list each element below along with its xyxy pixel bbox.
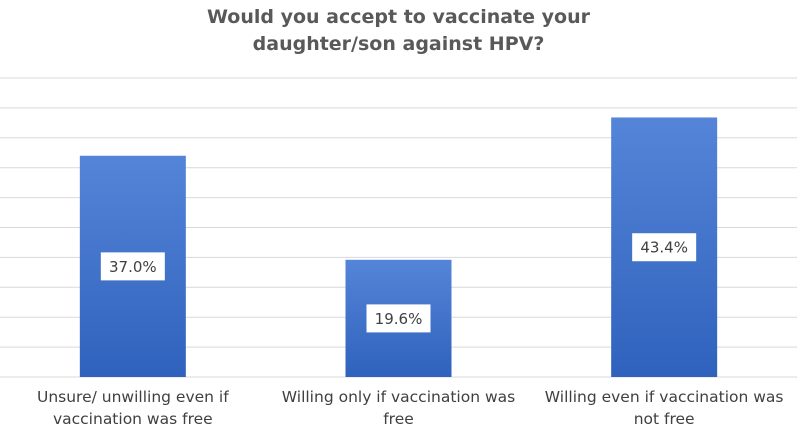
value-label: 37.0% [109,258,157,276]
value-label-box [100,252,165,281]
chart-title: Would you accept to vaccinate your daugh… [207,6,590,55]
x-tick-label: Unsure/ unwilling even if vaccination wa… [36,388,229,428]
value-label: 19.6% [375,310,423,328]
value-label: 43.4% [640,239,688,257]
x-tick-label: Willing even if vaccination was not free [544,388,784,428]
x-tick-label: Willing only if vaccination was free [281,388,516,428]
value-label-box [632,233,697,262]
value-label-box [366,304,431,333]
